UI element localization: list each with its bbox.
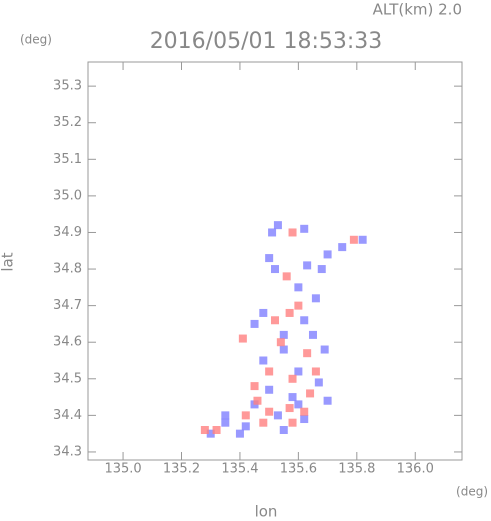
- echo-point: [221, 418, 230, 427]
- y-tick-label: 34.6: [53, 335, 82, 350]
- y-tick-label: 35.2: [53, 115, 82, 130]
- echo-point: [276, 338, 285, 347]
- echo-point: [300, 224, 309, 233]
- echo-point: [273, 221, 282, 230]
- echo-point: [200, 426, 209, 435]
- echo-point: [294, 301, 303, 310]
- echo-point: [288, 393, 297, 402]
- y-tick-label: 34.4: [53, 408, 82, 423]
- echo-point: [259, 356, 268, 365]
- y-tick-label: 34.5: [53, 371, 82, 386]
- x-unit: (deg): [456, 485, 488, 499]
- echo-point: [259, 418, 268, 427]
- y-unit: (deg): [20, 33, 52, 47]
- echo-point: [259, 308, 268, 317]
- echo-point: [320, 345, 329, 354]
- echo-point: [279, 345, 288, 354]
- echo-point: [294, 283, 303, 292]
- echo-point: [300, 316, 309, 325]
- echo-point: [265, 254, 274, 263]
- echo-point: [285, 404, 294, 413]
- echo-point: [235, 429, 244, 438]
- x-tick-label: 136.0: [397, 462, 434, 477]
- echo-point: [282, 272, 291, 281]
- y-axis-label: lat: [0, 252, 17, 271]
- echo-point: [300, 407, 309, 416]
- x-tick-label: 135.2: [163, 462, 200, 477]
- echo-point: [265, 367, 274, 376]
- echo-point: [349, 235, 358, 244]
- y-tick-label: 34.9: [53, 225, 82, 240]
- echo-point: [238, 334, 247, 343]
- echo-point: [206, 429, 215, 438]
- altitude-label: ALT(km) 2.0: [373, 1, 462, 19]
- echo-point: [323, 396, 332, 405]
- echo-point: [303, 349, 312, 358]
- echo-point: [265, 407, 274, 416]
- y-tick-label: 34.7: [53, 298, 82, 313]
- y-tick-label: 35.1: [53, 152, 82, 167]
- echo-point: [285, 308, 294, 317]
- echo-point: [317, 265, 326, 274]
- y-tick-label: 34.3: [53, 444, 82, 459]
- echo-point: [308, 330, 317, 339]
- echo-point: [268, 228, 277, 237]
- echo-point: [241, 422, 250, 431]
- y-tick-label: 35.3: [53, 79, 82, 94]
- x-tick-label: 135.0: [104, 462, 141, 477]
- echo-point: [288, 374, 297, 383]
- echo-point: [358, 235, 367, 244]
- echo-point: [273, 411, 282, 420]
- echo-point: [338, 243, 347, 252]
- echo-point: [221, 411, 230, 420]
- echo-point: [311, 294, 320, 303]
- y-tick-label: 34.8: [53, 262, 82, 277]
- echo-point: [306, 389, 315, 398]
- echo-point: [212, 426, 221, 435]
- chart-title: 2016/05/01 18:53:33: [150, 29, 383, 54]
- y-tick-label: 35.0: [53, 188, 82, 203]
- echo-point: [303, 261, 312, 270]
- echo-point: [294, 400, 303, 409]
- x-axis-label: lon: [255, 503, 278, 521]
- x-tick-label: 135.6: [280, 462, 317, 477]
- echo-point: [253, 396, 262, 405]
- echo-point: [250, 319, 259, 328]
- echo-point: [279, 330, 288, 339]
- echo-point: [300, 415, 309, 424]
- echo-point: [271, 316, 279, 325]
- echo-point: [271, 265, 279, 274]
- echo-point: [294, 367, 303, 376]
- echo-point: [265, 385, 274, 394]
- echo-point: [288, 418, 297, 427]
- echo-point: [323, 250, 332, 259]
- echo-point: [250, 382, 259, 391]
- x-tick-label: 135.8: [338, 462, 375, 477]
- echo-point: [241, 411, 250, 420]
- echo-point: [288, 228, 297, 237]
- x-tick-label: 135.4: [221, 462, 258, 477]
- echo-point: [279, 426, 288, 435]
- plot-frame: [87, 61, 463, 461]
- echo-point: [314, 378, 323, 387]
- echo-point: [311, 367, 320, 376]
